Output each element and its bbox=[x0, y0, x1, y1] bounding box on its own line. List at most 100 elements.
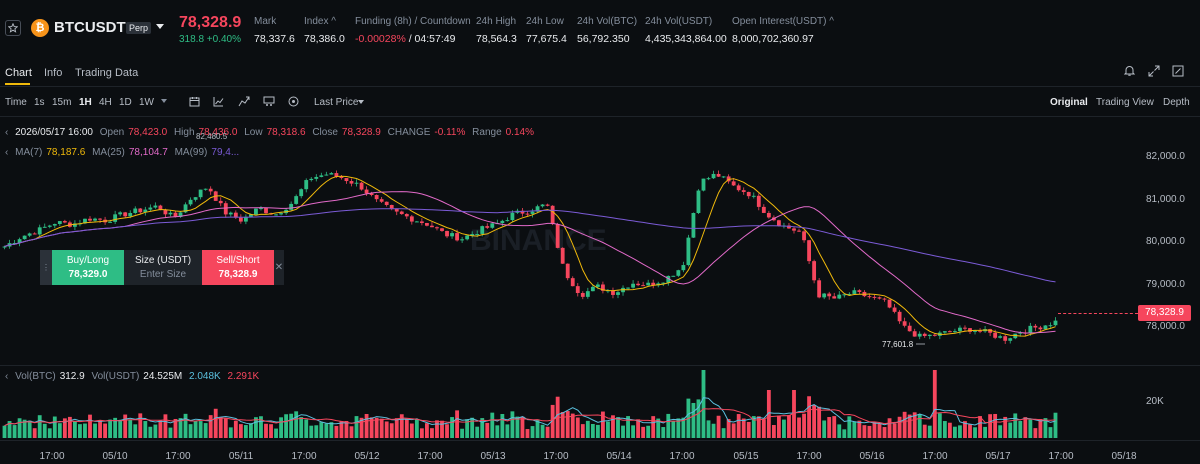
volume-bar bbox=[324, 423, 329, 438]
interval-15m[interactable]: 15m bbox=[52, 97, 72, 108]
price-chart[interactable]: BINANCE 82,480.5 77,601.8 bbox=[0, 120, 1130, 365]
interval-4h[interactable]: 4H bbox=[99, 97, 112, 108]
volume-bar bbox=[198, 421, 203, 438]
view-depth[interactable]: Depth bbox=[1163, 97, 1190, 108]
volume-bar bbox=[565, 411, 570, 438]
tab-info[interactable]: Info bbox=[44, 67, 63, 79]
candle-body bbox=[671, 275, 676, 277]
candle-body bbox=[867, 296, 872, 298]
volume-bar bbox=[218, 417, 223, 438]
candle-body bbox=[148, 207, 153, 210]
interval-1d[interactable]: 1D bbox=[119, 97, 132, 108]
quick-order-panel: ⋮ Buy/Long 78,329.0 Size (USDT) Enter Size… bbox=[40, 250, 284, 285]
candle-body bbox=[646, 282, 651, 286]
candle-body bbox=[902, 321, 907, 326]
x-axis-label: 17:00 bbox=[1048, 451, 1074, 462]
high-marker-label: 82,480.5 bbox=[196, 132, 228, 141]
candle-body bbox=[409, 216, 414, 222]
volume-bar bbox=[183, 413, 188, 438]
expand-icon[interactable] bbox=[1147, 64, 1161, 78]
candle-body bbox=[450, 233, 454, 237]
volume-bar bbox=[143, 421, 148, 438]
indicator-icon[interactable] bbox=[213, 96, 224, 110]
volume-bar bbox=[62, 418, 67, 438]
favorite-star-icon[interactable] bbox=[5, 20, 21, 36]
volume-bar bbox=[520, 416, 525, 438]
price-type-dropdown-icon[interactable] bbox=[358, 100, 364, 104]
volume-chart[interactable] bbox=[0, 366, 1130, 440]
candle-body bbox=[998, 336, 1003, 338]
drag-handle-icon[interactable]: ⋮ bbox=[40, 250, 52, 285]
candle-body bbox=[585, 291, 590, 297]
interval-1w[interactable]: 1W bbox=[139, 97, 154, 108]
candle-body bbox=[359, 182, 364, 190]
interval-1s[interactable]: 1s bbox=[34, 97, 45, 108]
candle-body bbox=[485, 226, 490, 228]
volume-bar bbox=[490, 412, 495, 438]
symbol-name[interactable]: BTCUSDT bbox=[54, 19, 126, 36]
candle-body bbox=[249, 214, 253, 217]
candle-body bbox=[942, 331, 947, 333]
candle-body bbox=[922, 333, 927, 336]
volume-bar bbox=[339, 421, 344, 438]
candle-body bbox=[968, 328, 972, 332]
buy-long-button[interactable]: Buy/Long 78,329.0 bbox=[52, 250, 124, 285]
ma-legend: ‹ MA(7) 78,187.6 MA(25) 78,104.7 MA(99) 79,… bbox=[5, 147, 240, 158]
volume-bar bbox=[168, 427, 173, 438]
volume-bar bbox=[389, 423, 394, 438]
volume-bar bbox=[299, 417, 304, 438]
sell-short-button[interactable]: Sell/Short 78,328.9 bbox=[202, 250, 274, 285]
volume-bar bbox=[233, 420, 238, 438]
legend-collapse-icon[interactable]: ‹ bbox=[5, 127, 9, 138]
candle-body bbox=[460, 239, 465, 241]
volume-bar bbox=[777, 415, 781, 438]
symbol-dropdown-icon[interactable] bbox=[156, 24, 164, 29]
volume-bar bbox=[691, 402, 696, 438]
open-interest-stat[interactable]: Open Interest(USDT) ^ 8,000,702,360.97 bbox=[732, 16, 834, 45]
template-icon[interactable] bbox=[263, 96, 275, 110]
candle-body bbox=[907, 325, 912, 332]
candle-body bbox=[500, 220, 505, 224]
tab-chart[interactable]: Chart bbox=[5, 67, 32, 79]
view-original[interactable]: Original bbox=[1050, 97, 1088, 108]
interval-1h[interactable]: 1H bbox=[79, 97, 92, 108]
volume-bar bbox=[430, 428, 434, 438]
compare-icon[interactable] bbox=[238, 96, 250, 110]
x-axis-label: 17:00 bbox=[39, 451, 65, 462]
volume-bar bbox=[78, 424, 82, 438]
time-label[interactable]: Time bbox=[5, 97, 27, 108]
candle-body bbox=[475, 233, 480, 235]
view-trading-view[interactable]: Trading View bbox=[1096, 97, 1154, 108]
interval-dropdown-icon[interactable] bbox=[161, 99, 167, 103]
index-price-stat[interactable]: Index ^ 78,386.0 bbox=[304, 16, 345, 45]
candle-body bbox=[590, 286, 595, 292]
candle-body bbox=[1048, 325, 1053, 327]
volume-bar bbox=[409, 423, 414, 438]
candle-body bbox=[289, 203, 294, 210]
divider bbox=[0, 116, 1200, 117]
calendar-icon[interactable] bbox=[189, 96, 200, 110]
candle-body bbox=[299, 189, 304, 197]
close-icon[interactable]: ✕ bbox=[274, 262, 284, 273]
divider bbox=[0, 365, 1200, 366]
tab-trading-data[interactable]: Trading Data bbox=[75, 67, 139, 79]
volume-bar bbox=[1013, 413, 1018, 438]
volume-bar bbox=[475, 426, 480, 438]
size-input[interactable]: Size (USDT) Enter Size bbox=[124, 250, 202, 285]
volume-bar bbox=[676, 418, 681, 438]
volume-bar bbox=[681, 417, 686, 438]
candle-body bbox=[616, 292, 620, 295]
candle-body bbox=[394, 208, 399, 212]
candle-body bbox=[676, 270, 681, 276]
alert-bell-icon[interactable] bbox=[1122, 64, 1136, 78]
volume-bar bbox=[877, 423, 882, 438]
candle-body bbox=[113, 214, 118, 222]
layout-icon[interactable] bbox=[288, 96, 299, 110]
ticker-header: ₿ BTCUSDT Perp 78,328.9 318.8 +0.40% Mar… bbox=[0, 0, 1200, 62]
candle-body bbox=[535, 206, 540, 212]
chart-settings-icon[interactable] bbox=[1171, 64, 1185, 78]
volume-bar bbox=[978, 416, 982, 438]
volume-bar bbox=[902, 411, 907, 438]
volume-bar bbox=[2, 425, 7, 438]
price-type-select[interactable]: Last Price bbox=[314, 97, 359, 108]
